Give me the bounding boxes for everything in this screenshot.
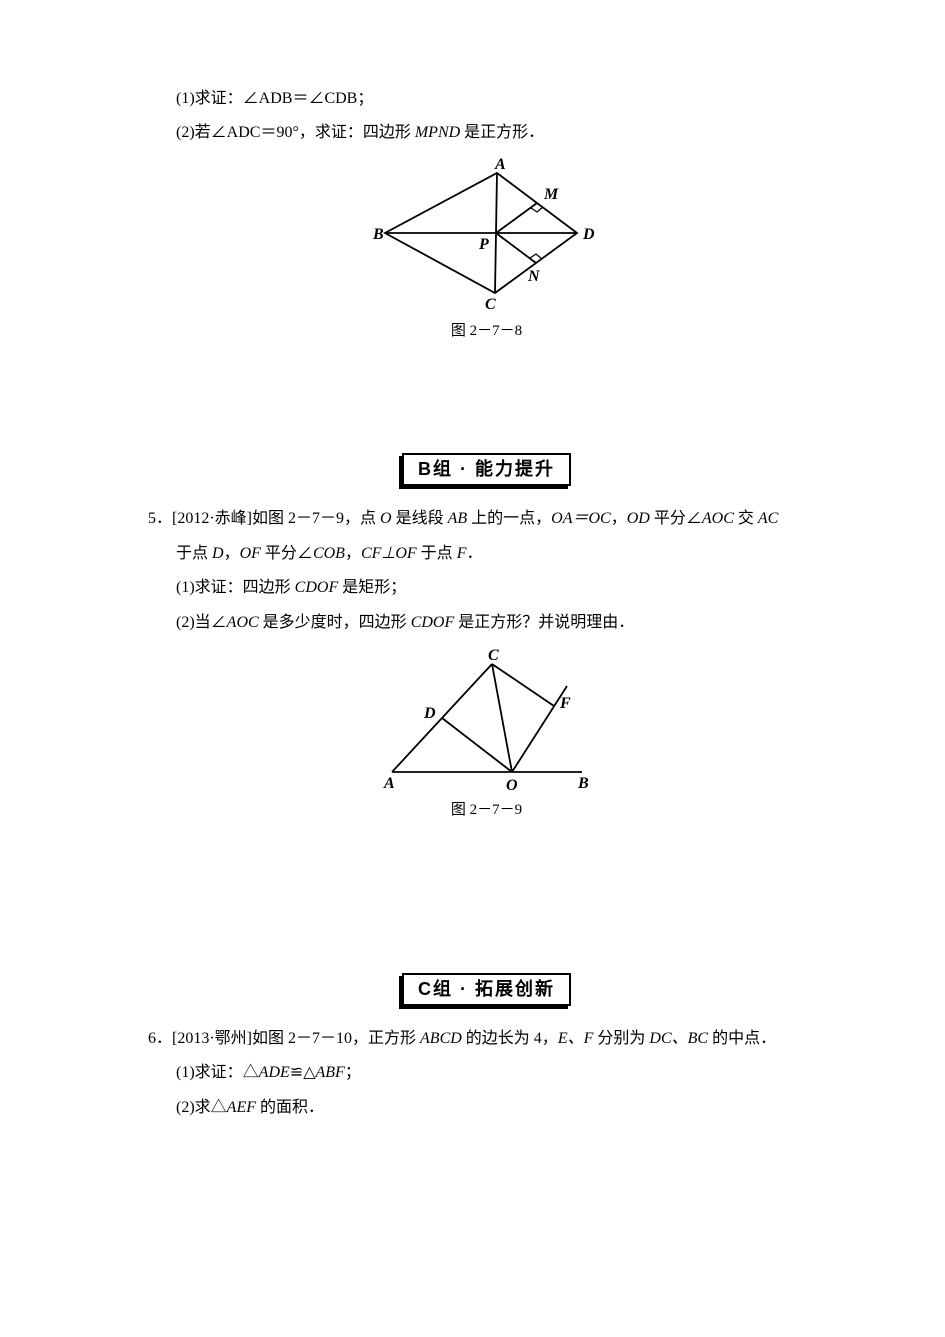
q6-p1b: ADE <box>259 1064 290 1081</box>
q4-p2-a: (2)若∠ADC＝90°，求证：四边形 <box>176 124 415 141</box>
q5-p1a: (1)求证：四边形 <box>176 579 295 596</box>
q5-l2d: OF <box>240 545 261 562</box>
fig279-label-B: B <box>577 775 589 792</box>
q6-p1a: (1)求证：△ <box>176 1064 259 1081</box>
q5-he: 上的一点， <box>467 510 551 527</box>
section-banner-b: B组 · 能力提升 <box>148 453 825 486</box>
fig279-label-A: A <box>383 775 395 792</box>
q5-p2a: (2)当∠ <box>176 614 227 631</box>
q5-hh: OD <box>627 510 650 527</box>
q5-l2c: ， <box>224 545 240 562</box>
fig279-label-C: C <box>488 647 499 664</box>
fig279-caption: 图 2－7－9 <box>451 796 522 825</box>
q5-part1: (1)求证：四边形 CDOF 是矩形； <box>148 573 825 603</box>
fig279-label-O: O <box>506 777 518 794</box>
q6-p1e: ； <box>345 1064 361 1081</box>
q5-hb: O <box>380 510 392 527</box>
q5-part2: (2)当∠AOC 是多少度时，四边形 CDOF 是正方形？并说明理由． <box>148 608 825 638</box>
fig279-label-F: F <box>559 695 571 712</box>
q6-p2b: AEF <box>227 1099 256 1116</box>
q5-l2h: CF⊥OF <box>361 545 417 562</box>
q5-hi: 平分∠ <box>650 510 702 527</box>
fig278-caption: 图 2－7－8 <box>451 317 522 346</box>
q5-p2c: 是多少度时，四边形 <box>259 614 411 631</box>
q6-hf: DC、BC <box>649 1030 708 1047</box>
q6-part2: (2)求△AEF 的面积． <box>148 1093 825 1123</box>
q6-p1c: ≌△ <box>290 1064 316 1081</box>
q4-part2: (2)若∠ADC＝90°，求证：四边形 MPND 是正方形． <box>148 118 825 148</box>
figure-2-7-9: A O B C D F 图 2－7－9 <box>148 644 825 825</box>
fig278-svg: A M B P D C N <box>367 155 607 315</box>
q5-p1c: 是矩形； <box>338 579 406 596</box>
q6-p1d: ABF <box>316 1064 345 1081</box>
q5-hg: ， <box>611 510 627 527</box>
fig278-label-B: B <box>372 226 384 243</box>
section-banner-c: C组 · 拓展创新 <box>148 973 825 1006</box>
q5-hc: 是线段 <box>392 510 448 527</box>
fig278-label-M: M <box>543 186 559 203</box>
q6-he: 分别为 <box>593 1030 649 1047</box>
q5-l2f: COB <box>313 545 345 562</box>
fig278-label-C: C <box>485 296 496 313</box>
q4-p2-c: 是正方形． <box>460 124 544 141</box>
q5-p2d: CDOF <box>411 614 455 631</box>
fig278-label-A: A <box>494 156 506 173</box>
q6-p2a: (2)求△ <box>176 1099 227 1116</box>
q6-hg: 的中点． <box>708 1030 776 1047</box>
q5-hj: AOC <box>702 510 734 527</box>
fig279-svg: A O B C D F <box>372 644 602 794</box>
q5-l2b: D <box>212 545 224 562</box>
fig278-label-N: N <box>527 268 541 285</box>
banner-b-text: B组 · 能力提升 <box>402 453 571 486</box>
q5-line1: 5．[2012·赤峰]如图 2－7－9，点 O 是线段 AB 上的一点，OA＝O… <box>148 504 825 534</box>
q6-hd: E、F <box>558 1030 594 1047</box>
fig278-label-P: P <box>478 236 489 253</box>
q5-hf: OA＝OC <box>551 510 611 527</box>
q5-line2: 于点 D，OF 平分∠COB，CF⊥OF 于点 F． <box>148 539 825 569</box>
q5-hk: 交 <box>734 510 758 527</box>
q5-l2i: 于点 <box>417 545 457 562</box>
q5-p2e: 是正方形？并说明理由． <box>454 614 634 631</box>
banner-c-text: C组 · 拓展创新 <box>402 973 571 1006</box>
q5-l2e: 平分∠ <box>261 545 313 562</box>
q5-l2a: 于点 <box>176 545 212 562</box>
q5-l2k: ． <box>466 545 482 562</box>
q5-l2j: F <box>457 545 467 562</box>
q5-hl: AC <box>758 510 778 527</box>
q6-hc: 的边长为 4， <box>462 1030 558 1047</box>
q6-ha: [2013·鄂州]如图 2－7－10，正方形 <box>172 1030 420 1047</box>
fig279-label-D: D <box>423 705 436 722</box>
q5-p1b: CDOF <box>295 579 339 596</box>
q4-p2-b: MPND <box>415 124 460 141</box>
q5-l2g: ， <box>345 545 361 562</box>
q5-hd: AB <box>448 510 468 527</box>
q5-num: 5． <box>148 510 172 527</box>
q5-ha: [2012·赤峰]如图 2－7－9，点 <box>172 510 380 527</box>
q6-p2c: 的面积． <box>256 1099 324 1116</box>
q6-line1: 6．[2013·鄂州]如图 2－7－10，正方形 ABCD 的边长为 4，E、F… <box>148 1024 825 1054</box>
q4-part1: (1)求证：∠ADB＝∠CDB； <box>148 84 825 114</box>
q6-hb: ABCD <box>420 1030 462 1047</box>
fig278-label-D: D <box>582 226 595 243</box>
q6-num: 6． <box>148 1030 172 1047</box>
figure-2-7-8: A M B P D C N 图 2－7－8 <box>148 155 825 346</box>
q6-part1: (1)求证：△ADE≌△ABF； <box>148 1058 825 1088</box>
q5-p2b: AOC <box>227 614 259 631</box>
